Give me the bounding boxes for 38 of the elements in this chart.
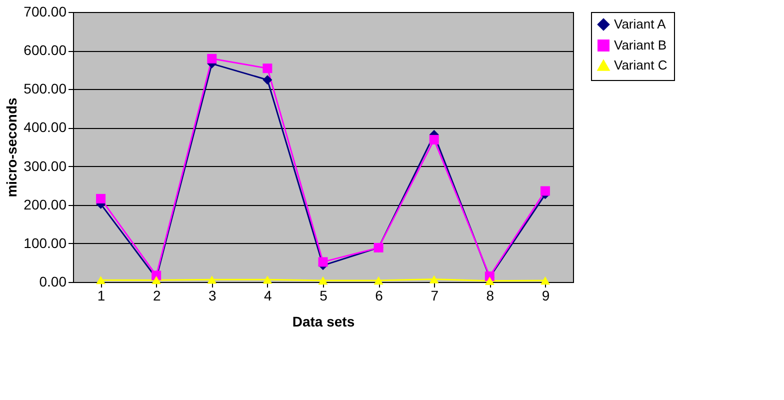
y-tick-label: 400.00 (24, 119, 67, 136)
point (96, 276, 106, 284)
x-tick-label: 3 (208, 288, 216, 304)
legend-label: Variant C (614, 58, 668, 72)
point (262, 64, 272, 74)
y-tick-label: 500.00 (24, 80, 67, 97)
point (262, 75, 272, 85)
point (429, 134, 439, 144)
x-tick-label: 8 (486, 288, 494, 304)
point (429, 275, 439, 284)
x-axis-title: Data sets (292, 314, 355, 330)
point (318, 276, 328, 285)
point (207, 276, 217, 284)
point (374, 276, 384, 285)
point (318, 257, 328, 267)
point (96, 194, 106, 204)
x-tick-label: 2 (152, 288, 161, 304)
y-tick-label: 200.00 (24, 196, 67, 212)
x-tick-label: 9 (542, 288, 550, 304)
y-tick-label: 600.00 (24, 42, 67, 58)
x-tick-label: 6 (375, 288, 384, 304)
x-tick-label: 4 (264, 288, 272, 304)
point (484, 276, 494, 285)
point (262, 276, 272, 284)
point (207, 54, 217, 64)
x-tick-label: 5 (320, 288, 328, 304)
x-tick-label: 1 (97, 288, 106, 304)
y-tick-label: 0.00 (39, 274, 67, 290)
y-tick-label: 300.00 (24, 158, 67, 174)
legend-label: Variant B (614, 38, 667, 52)
y-tick-label: 700.00 (24, 4, 67, 20)
point (540, 276, 550, 285)
point (152, 276, 162, 284)
legend-label: Variant A (614, 16, 666, 32)
y-axis-title: micro-seconds (4, 97, 20, 198)
x-tick-label: 7 (430, 288, 439, 304)
point (540, 186, 550, 196)
y-tick-label: 100.00 (24, 234, 67, 251)
